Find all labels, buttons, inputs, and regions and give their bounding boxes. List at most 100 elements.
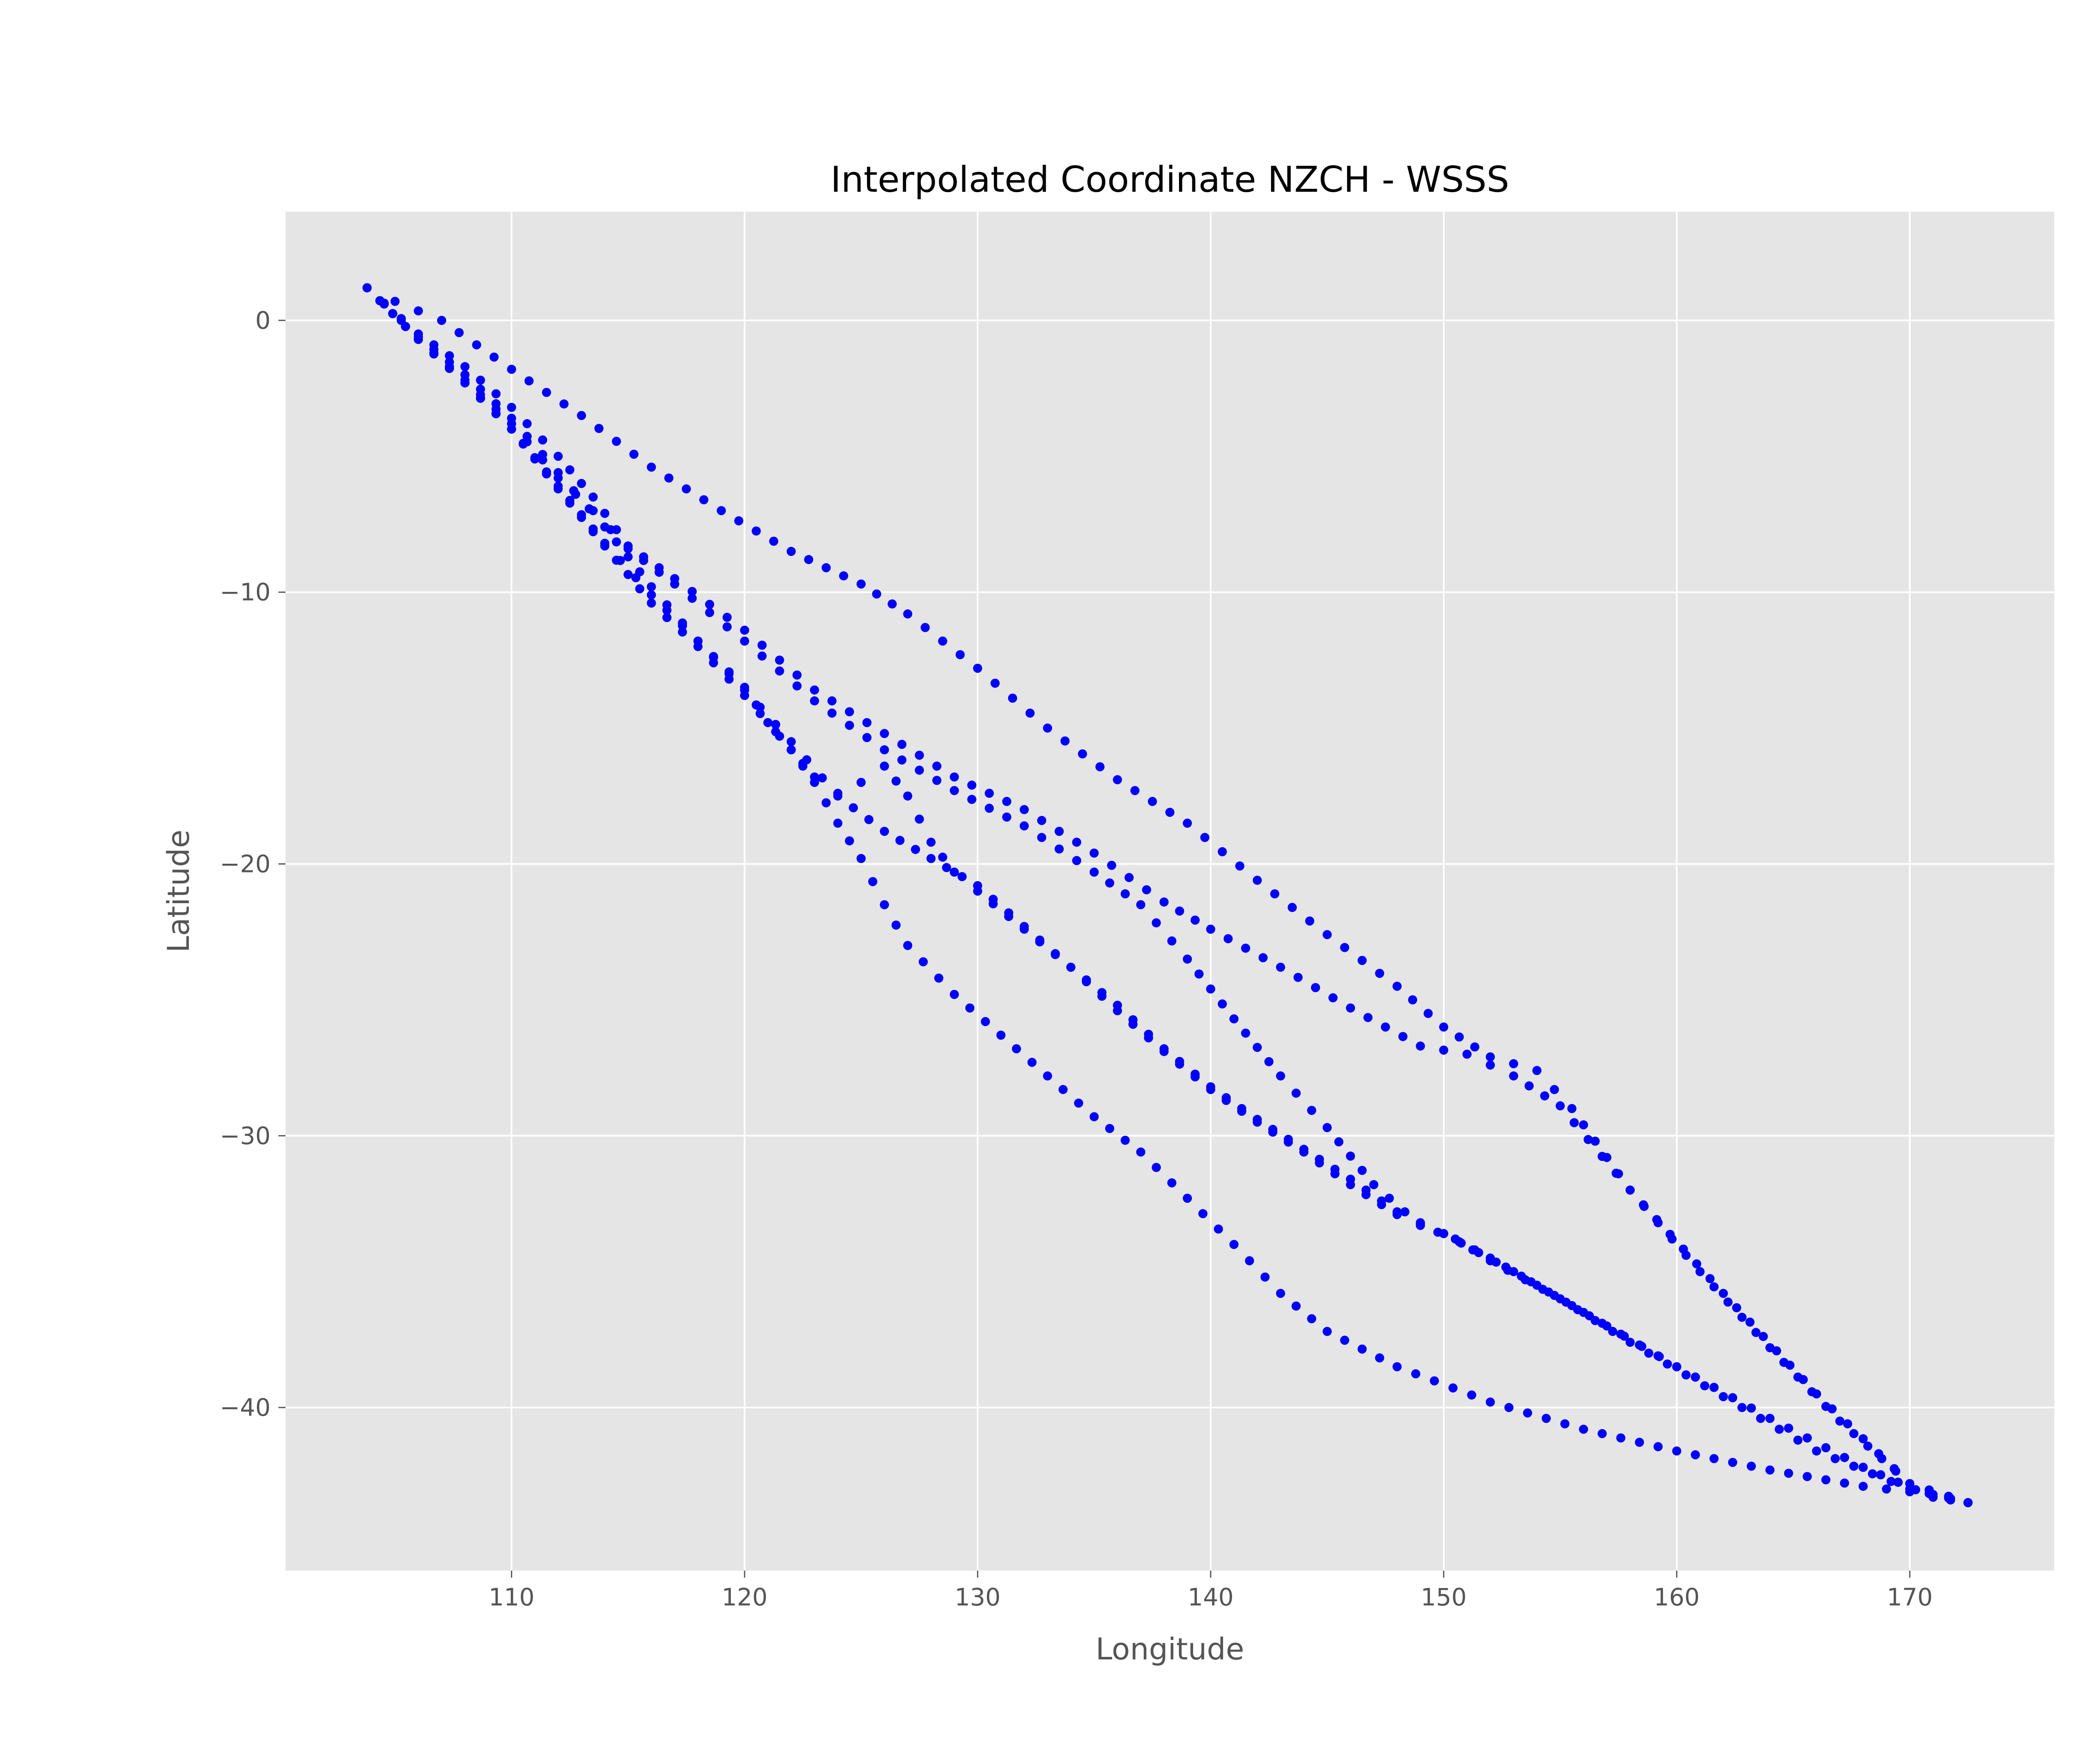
data-point [775, 731, 784, 741]
data-point [647, 582, 656, 591]
data-point [1524, 1081, 1534, 1091]
data-point [786, 737, 796, 746]
data-point [1105, 878, 1114, 888]
data-point [1072, 856, 1081, 865]
data-point [1235, 861, 1245, 871]
data-point [647, 598, 656, 608]
data-point [1200, 833, 1210, 842]
data-point [849, 803, 858, 813]
data-point [1124, 873, 1134, 882]
data-point [705, 600, 714, 609]
data-point [670, 579, 679, 589]
data-point [1509, 1071, 1518, 1081]
data-point [1136, 900, 1145, 909]
data-point [507, 403, 516, 412]
data-point [1147, 796, 1157, 806]
data-point [1264, 1057, 1274, 1066]
data-point [542, 467, 551, 476]
data-point [553, 481, 563, 491]
data-point [887, 599, 897, 609]
data-point [1323, 930, 1332, 939]
data-point [862, 718, 872, 728]
data-point [1665, 1229, 1675, 1239]
data-point [476, 375, 485, 385]
data-point [1183, 1193, 1192, 1203]
data-point [1311, 983, 1320, 992]
data-point [827, 709, 837, 718]
data-point [1037, 816, 1047, 825]
data-point [1728, 1458, 1738, 1467]
data-point [833, 789, 842, 798]
data-point [856, 854, 866, 863]
data-point [1672, 1446, 1682, 1456]
data-point [709, 658, 718, 667]
data-point [915, 765, 924, 775]
data-point [1293, 972, 1303, 982]
data-point [1307, 1314, 1316, 1324]
data-point [1784, 1423, 1793, 1433]
data-point [1105, 1124, 1114, 1133]
data-point [989, 899, 998, 909]
data-point [1299, 1145, 1308, 1154]
data-point [662, 606, 672, 615]
data-point [1423, 1009, 1433, 1018]
data-point [1375, 1353, 1384, 1363]
data-point [1152, 918, 1161, 928]
data-point [1758, 1332, 1768, 1341]
data-point [868, 877, 878, 887]
data-point [1175, 906, 1184, 916]
data-point [1695, 1267, 1705, 1276]
data-point [1840, 1478, 1849, 1488]
data-point [1812, 1446, 1821, 1456]
data-point [1455, 1032, 1464, 1042]
data-point [1462, 1049, 1472, 1059]
data-point [1408, 995, 1417, 1004]
data-point [1361, 1185, 1371, 1195]
data-point [932, 776, 942, 785]
data-point [1831, 1454, 1840, 1463]
data-point [1241, 1029, 1250, 1038]
data-point [606, 525, 615, 535]
data-point [1700, 1381, 1709, 1390]
data-point [1448, 1383, 1458, 1393]
data-point [1882, 1484, 1891, 1494]
y-tick-label: −20 [220, 850, 271, 878]
data-point [1470, 1042, 1479, 1052]
data-point [699, 495, 708, 505]
data-point [957, 872, 967, 882]
data-point [1194, 969, 1204, 979]
data-point [1346, 1175, 1355, 1184]
data-point [1583, 1135, 1593, 1144]
data-point [880, 729, 889, 738]
data-point [1691, 1372, 1700, 1382]
data-point [1095, 762, 1105, 772]
data-point [1043, 723, 1052, 733]
data-point [1276, 963, 1285, 972]
data-point [1323, 1327, 1332, 1336]
data-point [1416, 1041, 1425, 1051]
data-point [1692, 1259, 1702, 1269]
data-point [460, 378, 470, 388]
data-point [489, 352, 499, 362]
data-point [437, 315, 447, 325]
data-point [792, 670, 802, 680]
data-point [1276, 1289, 1285, 1298]
data-point [390, 297, 400, 306]
data-point [1416, 1218, 1425, 1227]
data-point [1020, 821, 1029, 831]
data-point [507, 364, 516, 374]
data-point [757, 651, 767, 661]
data-point [903, 941, 913, 950]
data-point [1120, 1136, 1130, 1145]
data-point [1802, 1472, 1812, 1481]
data-point [1027, 1058, 1037, 1067]
data-point [588, 524, 598, 534]
data-point [518, 439, 528, 448]
data-point [740, 682, 749, 692]
data-point [740, 636, 749, 646]
data-point [1728, 1393, 1738, 1402]
data-point [1237, 1104, 1247, 1113]
data-point [915, 814, 924, 824]
x-tick-label: 110 [488, 1583, 535, 1611]
data-point [845, 707, 854, 716]
